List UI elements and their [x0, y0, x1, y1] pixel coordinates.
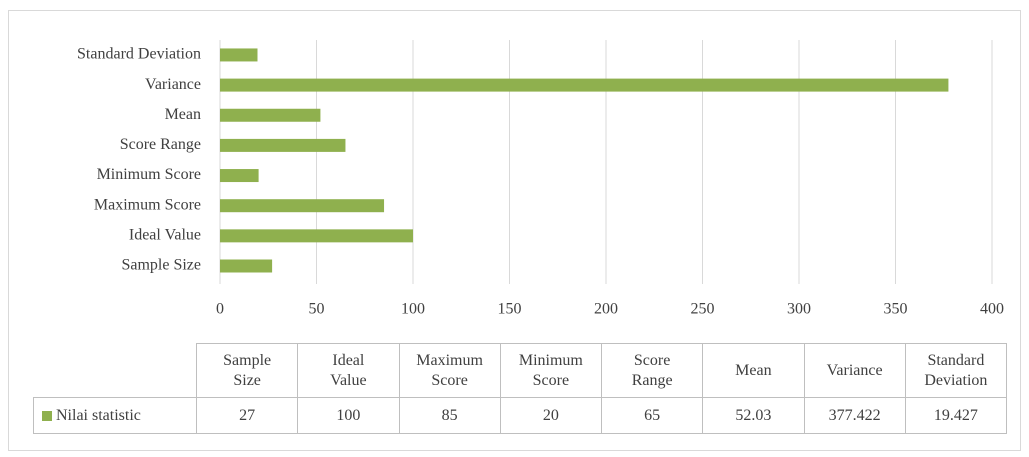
bar [220, 169, 259, 183]
x-tick-label: 400 [980, 301, 1004, 318]
y-tick-label: Mean [165, 106, 201, 123]
x-tick-label: 250 [691, 301, 715, 318]
x-tick-label: 300 [787, 301, 811, 318]
chart-border [8, 10, 1021, 451]
table-header-cell: Minimum Score [499, 343, 603, 398]
table-header-cell: Variance [803, 343, 906, 398]
x-tick-label: 0 [216, 301, 224, 318]
y-tick-label: Minimum Score [97, 166, 201, 183]
y-tick-label: Score Range [120, 136, 201, 153]
x-tick-label: 50 [309, 301, 325, 318]
table-value: 52.03 [702, 397, 805, 434]
x-tick-label: 150 [498, 301, 522, 318]
bar [220, 108, 321, 122]
table-value: 27 [195, 397, 299, 434]
legend-swatch [42, 411, 52, 422]
table-header-text: Score Range [631, 352, 673, 389]
y-tick-label: Maximum Score [94, 196, 201, 213]
table-value: 19.427 [904, 397, 1008, 434]
x-tick-label: 350 [884, 301, 908, 318]
data-table: Sample Size Ideal Value Maximum Score Minim… [33, 343, 1008, 434]
bar [220, 138, 346, 152]
table-data-row: Nilai statistic 27 100 85 20 65 52.03 377.422 19… [33, 397, 1008, 434]
table-header-text: Minimum Score [518, 352, 583, 389]
bar [220, 78, 949, 92]
table-value: 65 [600, 397, 704, 434]
bar [220, 259, 273, 273]
table-series-cell: Nilai statistic [33, 397, 197, 434]
table-header-text: Maximum Score [416, 352, 483, 389]
table-header-text: Mean [735, 361, 772, 379]
table-corner [34, 344, 197, 398]
table-header-cell: Ideal Value [297, 343, 400, 398]
table-value: 85 [398, 397, 501, 434]
bar [220, 199, 385, 213]
y-tick-label: Variance [145, 76, 201, 93]
y-tick-label: Sample Size [121, 257, 201, 274]
y-tick-label: Ideal Value [129, 227, 201, 244]
table-header-cell: Standard Deviation [904, 343, 1008, 398]
table-value: 20 [499, 397, 603, 434]
bar [220, 229, 413, 243]
table-header-text: Standard Deviation [924, 352, 988, 389]
table-header-text: Sample Size [223, 352, 272, 389]
table-header-cell: Score Range [600, 343, 704, 398]
table-header-row: Sample Size Ideal Value Maximum Score Minim… [34, 343, 1008, 398]
table-header-cell: Mean [702, 343, 805, 398]
table-header-text: Ideal Value [330, 352, 367, 389]
table-header-cell: Maximum Score [398, 343, 501, 398]
x-tick-label: 200 [594, 301, 618, 318]
x-tick-label: 100 [401, 301, 425, 318]
y-tick-label: Standard Deviation [77, 46, 201, 63]
bar [220, 48, 258, 62]
legend-label: Nilai statistic [56, 406, 141, 424]
table-header-cell: Sample Size [195, 343, 299, 398]
table-value: 377.422 [803, 397, 906, 434]
table-header-text: Variance [826, 361, 883, 379]
table-value: 100 [297, 397, 400, 434]
